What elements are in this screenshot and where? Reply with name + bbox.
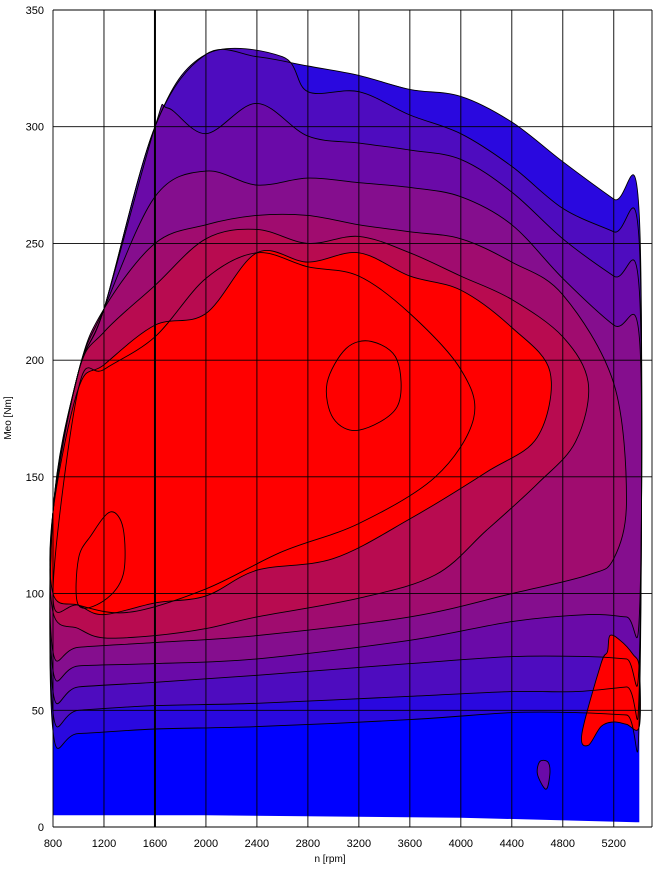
x-tick-4800: 4800 — [551, 838, 575, 850]
contour-line-level-3-1 — [49, 47, 643, 728]
y-tick-250: 250 — [26, 238, 44, 250]
x-tick-2000: 2000 — [194, 838, 218, 850]
x-tick-2800: 2800 — [296, 838, 320, 850]
y-tick-150: 150 — [26, 472, 44, 484]
contour-band-level-8-6 — [49, 250, 552, 615]
contour-band-level-4-8 — [537, 760, 550, 790]
contour-line-level-5-3 — [49, 170, 643, 682]
y-tick-300: 300 — [26, 122, 44, 134]
y-tick-0: 0 — [38, 822, 44, 834]
x-axis-title: n [rpm] — [314, 854, 345, 865]
y-tick-50: 50 — [32, 705, 44, 717]
x-tick-4400: 4400 — [500, 838, 524, 850]
x-tick-1600: 1600 — [143, 838, 167, 850]
y-tick-350: 350 — [26, 5, 44, 17]
y-tick-labels: 0 50 100 150 200 250 300 350 — [26, 5, 44, 834]
grid-lines — [52, 9, 653, 828]
x-tick-1200: 1200 — [92, 838, 116, 850]
contour-fills — [49, 48, 642, 823]
x-tick-2400: 2400 — [245, 838, 269, 850]
contour-line-level-7-5 — [49, 228, 590, 639]
x-tick-4000: 4000 — [449, 838, 473, 850]
x-tick-labels: 800 1200 1600 2000 2400 2800 3200 3600 4000 4400 4… — [44, 838, 626, 850]
y-tick-100: 100 — [26, 589, 44, 601]
contour-line-level-6-4 — [49, 213, 627, 662]
contour-band-level-8-7 — [581, 635, 641, 746]
x-tick-3600: 3600 — [398, 838, 422, 850]
contour-line-inner-1 — [325, 340, 402, 432]
x-tick-3200: 3200 — [347, 838, 371, 850]
y-tick-200: 200 — [26, 355, 44, 367]
x-tick-5200: 5200 — [602, 838, 626, 850]
contour-line-inner-0 — [75, 511, 126, 609]
contour-line-level-4-8 — [536, 759, 551, 790]
y-axis-title: Mеo [Nm] — [3, 396, 14, 440]
x-tick-800: 800 — [44, 838, 62, 850]
